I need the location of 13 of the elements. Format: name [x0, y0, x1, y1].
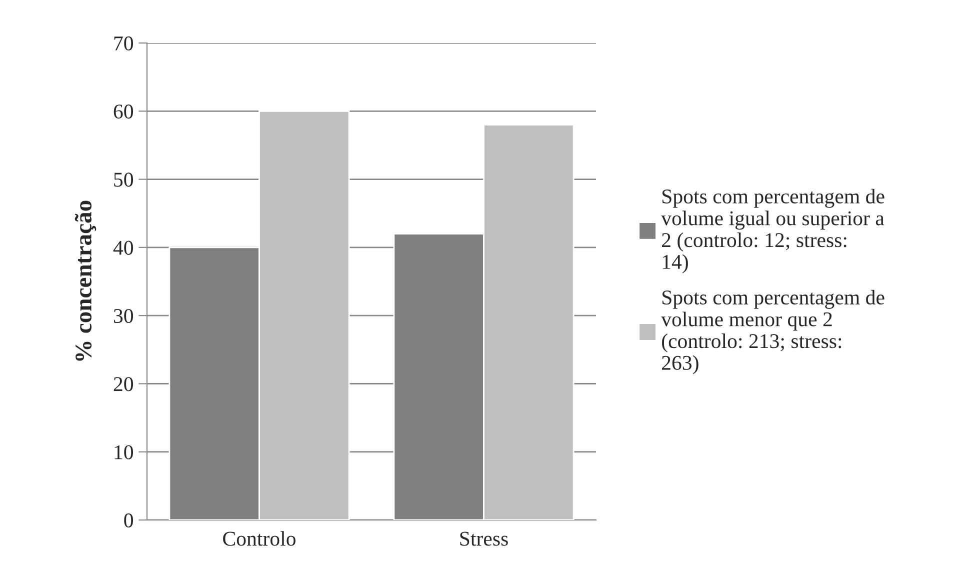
- y-axis-title: % concentração: [74, 200, 96, 361]
- y-tick-label: 60: [114, 104, 134, 119]
- y-tick-label: 50: [114, 172, 134, 187]
- legend-label: Spots com percentagem de volume menor que 2 (controlo: 213; stress: 263): [661, 290, 884, 374]
- x-tick-label: Controlo: [223, 531, 296, 546]
- y-tick-label: 0: [124, 513, 134, 528]
- y-tick-label: 20: [114, 377, 134, 392]
- y-tick-label: 30: [114, 308, 134, 324]
- y-tick-label: 10: [114, 445, 134, 460]
- legend-label: Spots com percentagem de volume igual ou superior a 2 (controlo: 12; stress: 14): [661, 188, 884, 274]
- y-tick-label: 70: [114, 36, 134, 50]
- x-tick-label: Stress: [460, 532, 508, 546]
- y-tick-label: 40: [113, 240, 134, 255]
